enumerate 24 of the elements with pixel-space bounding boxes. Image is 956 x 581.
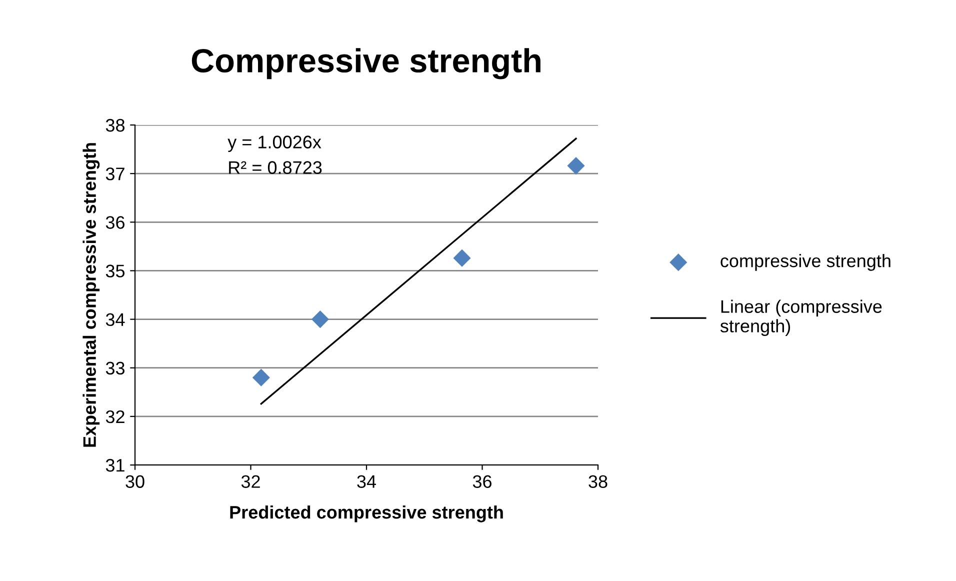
annotation: y = 1.0026x [228, 136, 322, 152]
y-tick-label: 35 [106, 264, 125, 278]
y-tick-label: 31 [106, 458, 124, 472]
y-tick-label: 38 [106, 118, 124, 132]
point [453, 249, 471, 267]
y-tick-label: 36 [106, 216, 124, 229]
point [252, 368, 270, 386]
annotation: R² = 0.8723 [229, 161, 322, 174]
x-axis-title: Predicted compressive strength [230, 505, 503, 522]
point [311, 310, 329, 328]
legend-label: Linear (compressive strength) [720, 300, 882, 336]
x-tick-label: 32 [241, 475, 260, 488]
y-tick-label: 33 [106, 362, 124, 375]
y-tick-label: 34 [106, 313, 125, 326]
legend-label: compressive strength [720, 254, 890, 271]
y-tick-label: 32 [106, 410, 124, 424]
x-tick-label: 34 [357, 475, 376, 488]
y-axis-title: Experimental compressive strength [82, 143, 100, 447]
x-tick-label: 38 [588, 475, 608, 488]
point [567, 157, 585, 175]
y-tick-label: 37 [106, 168, 124, 180]
chart-title: Compressive strength [192, 48, 540, 80]
x-tick-label: 36 [472, 475, 492, 488]
x-tick-label: 30 [126, 475, 144, 488]
